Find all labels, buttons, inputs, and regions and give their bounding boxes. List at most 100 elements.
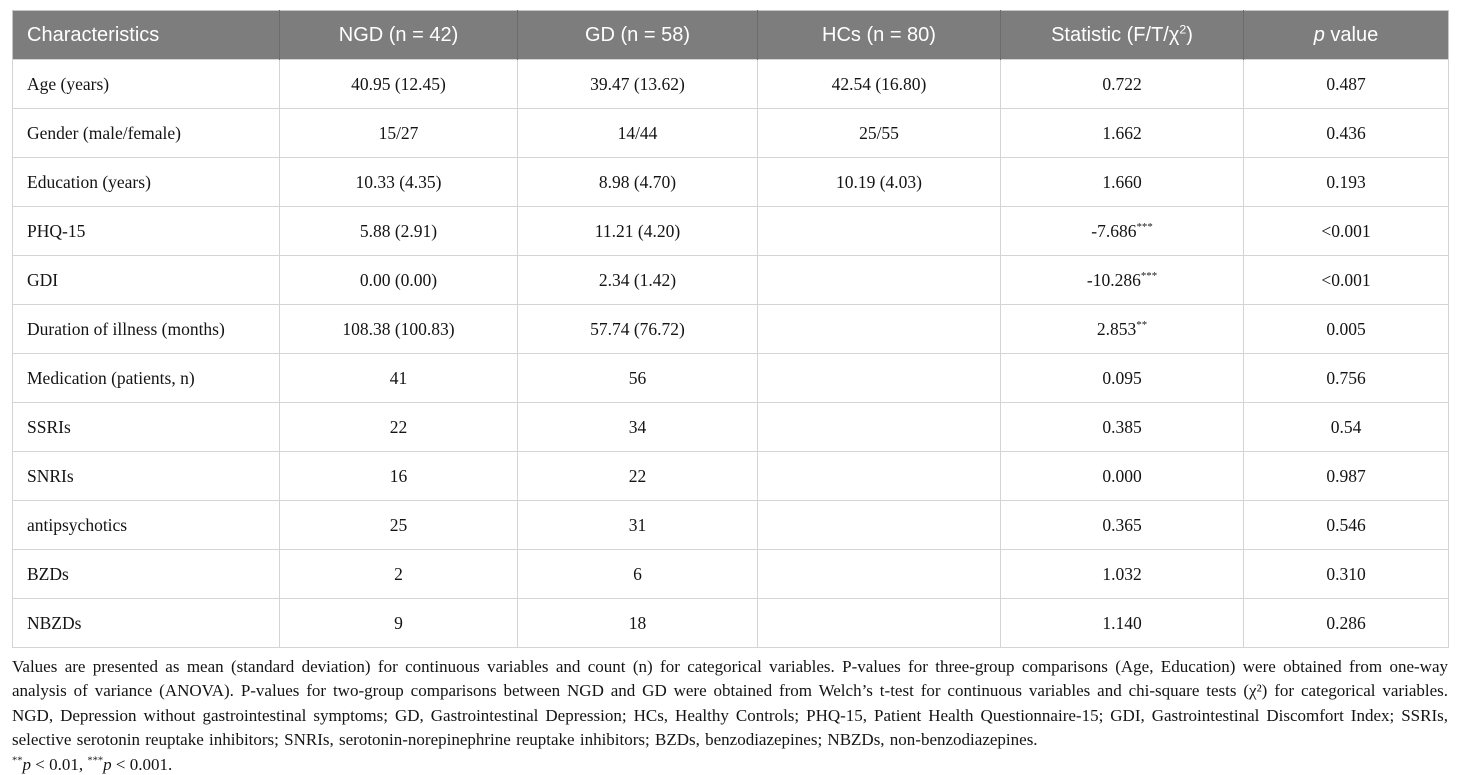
gd-cell: 8.98 (4.70) [517,157,758,207]
sig-stars-2: ** [12,754,23,766]
statistic-cell: -10.286*** [1000,255,1244,305]
statistic-cell: 1.660 [1000,157,1244,207]
significance-stars: ** [1136,318,1148,331]
row-label-cell: PHQ-15 [12,206,280,256]
p-value-cell: 0.286 [1243,598,1449,648]
table-row: antipsychotics 25 31 0.365 0.546 [12,500,1449,550]
gd-cell: 34 [517,402,758,452]
ngd-cell: 10.33 (4.35) [279,157,518,207]
table-row: Duration of illness (months) 108.38 (100… [12,304,1449,354]
table-row: SSRIs 22 34 0.385 0.54 [12,402,1449,452]
p-value-cell: <0.001 [1243,255,1449,305]
hcs-cell: 42.54 (16.80) [757,59,1001,109]
p-value-header-rest: value [1324,23,1379,46]
table-row: SNRIs 16 22 0.000 0.987 [12,451,1449,501]
chi-square-superscript: 2 [1179,21,1187,36]
table-row: GDI 0.00 (0.00) 2.34 (1.42) -10.286*** <… [12,255,1449,305]
statistic-value: 1.660 [1102,171,1142,192]
p-value-cell: 0.756 [1243,353,1449,403]
sig-text-2: < 0.001. [111,754,173,774]
ngd-cell: 40.95 (12.45) [279,59,518,109]
row-label-cell: SSRIs [12,402,280,452]
ngd-cell: 2 [279,549,518,599]
characteristics-table: Characteristics NGD (n = 42) GD (n = 58)… [12,10,1449,648]
table-row: Gender (male/female) 15/27 14/44 25/55 1… [12,108,1449,158]
column-header-gd: GD (n = 58) [517,10,758,60]
sig-p-1: p [22,754,32,774]
column-header-ngd: NGD (n = 42) [279,10,518,60]
statistic-header-close: ) [1186,23,1193,46]
table-row: BZDs 2 6 1.032 0.310 [12,549,1449,599]
statistic-value: -10.286 [1086,269,1141,290]
statistic-value: 0.722 [1102,73,1142,94]
p-value-cell: 0.546 [1243,500,1449,550]
row-label-cell: NBZDs [12,598,280,648]
gd-cell: 31 [517,500,758,550]
statistic-cell: -7.686*** [1000,206,1244,256]
row-label-cell: Medication (patients, n) [12,353,280,403]
gd-cell: 56 [517,353,758,403]
statistic-value: 0.095 [1102,367,1142,388]
ngd-cell: 108.38 (100.83) [279,304,518,354]
ngd-cell: 15/27 [279,108,518,158]
row-label-cell: Education (years) [12,157,280,207]
statistic-header-text: Statistic (F/T/χ [1051,23,1180,46]
table-row: NBZDs 9 18 1.140 0.286 [12,598,1449,648]
column-header-hcs: HCs (n = 80) [757,10,1001,60]
statistic-cell: 2.853** [1000,304,1244,354]
hcs-cell [757,451,1001,501]
hcs-cell: 10.19 (4.03) [757,157,1001,207]
statistic-value: 0.365 [1102,514,1142,535]
statistic-cell: 1.032 [1000,549,1244,599]
p-value-cell: 0.193 [1243,157,1449,207]
table-row: PHQ-15 5.88 (2.91) 11.21 (4.20) -7.686**… [12,206,1449,256]
ngd-cell: 41 [279,353,518,403]
statistic-value: 1.140 [1102,612,1142,633]
statistic-cell: 0.385 [1000,402,1244,452]
gd-cell: 22 [517,451,758,501]
row-label-cell: Age (years) [12,59,280,109]
statistic-cell: 1.662 [1000,108,1244,158]
row-label-cell: Duration of illness (months) [12,304,280,354]
row-label-cell: BZDs [12,549,280,599]
statistic-cell: 0.365 [1000,500,1244,550]
ngd-cell: 5.88 (2.91) [279,206,518,256]
column-header-characteristics: Characteristics [12,10,280,60]
ngd-cell: 25 [279,500,518,550]
p-value-header-italic: p [1313,23,1325,46]
sig-text-1: < 0.01, [31,754,88,774]
p-value-cell: 0.987 [1243,451,1449,501]
ngd-cell: 22 [279,402,518,452]
ngd-cell: 9 [279,598,518,648]
gd-cell: 11.21 (4.20) [517,206,758,256]
gd-cell: 57.74 (76.72) [517,304,758,354]
hcs-cell [757,549,1001,599]
table-header-row: Characteristics NGD (n = 42) GD (n = 58)… [12,10,1449,60]
ngd-cell: 16 [279,451,518,501]
p-value-cell: 0.005 [1243,304,1449,354]
gd-cell: 6 [517,549,758,599]
statistic-cell: 0.000 [1000,451,1244,501]
row-label-cell: GDI [12,255,280,305]
row-label-cell: antipsychotics [12,500,280,550]
p-value-cell: 0.54 [1243,402,1449,452]
statistic-value: 0.000 [1102,465,1142,486]
hcs-cell [757,206,1001,256]
footnote: Values are presented as mean (standard d… [12,657,1448,750]
table-row: Age (years) 40.95 (12.45) 39.47 (13.62) … [12,59,1449,109]
significance-stars: *** [1136,220,1153,233]
hcs-cell [757,500,1001,550]
hcs-cell [757,353,1001,403]
table-body: Age (years) 40.95 (12.45) 39.47 (13.62) … [12,59,1449,648]
p-value-cell: 0.436 [1243,108,1449,158]
hcs-cell [757,255,1001,305]
table-row: Medication (patients, n) 41 56 0.095 0.7… [12,353,1449,403]
gd-cell: 14/44 [517,108,758,158]
hcs-cell [757,402,1001,452]
statistic-value: 2.853 [1096,318,1137,339]
hcs-cell [757,598,1001,648]
statistic-value: 1.032 [1102,563,1142,584]
column-header-p-value: p value [1243,10,1449,60]
statistic-cell: 1.140 [1000,598,1244,648]
